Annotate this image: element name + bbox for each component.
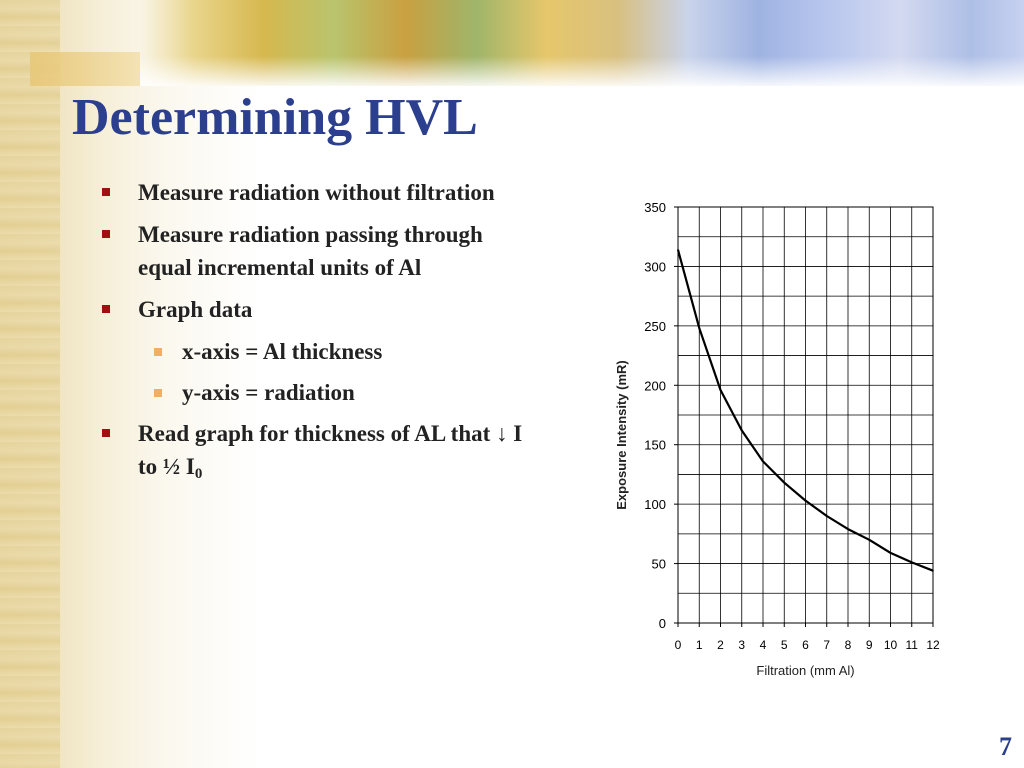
x-tick-label: 6 [802, 638, 809, 652]
banner-fade [140, 56, 1024, 86]
banner-accent-block [30, 52, 140, 86]
data-point [932, 569, 934, 572]
bullet-text: Measure radiation passing through equal … [138, 222, 483, 280]
y-tick-label: 300 [644, 259, 666, 274]
square-sub-bullet-icon [154, 389, 162, 397]
square-bullet-icon [102, 305, 110, 313]
y-axis-label: Exposure Intensity (mR) [614, 360, 629, 510]
x-tick-label: 5 [781, 638, 788, 652]
sub-bullet-item: y-axis = radiation [100, 376, 540, 409]
square-bullet-icon [102, 188, 110, 196]
bullet-text-middle: I to ½ I [138, 421, 523, 479]
data-point [868, 539, 871, 541]
bullet-item: Measure radiation without filtration [100, 176, 540, 209]
x-tick-label: 7 [823, 638, 830, 652]
bullet-list: Measure radiation without filtration Mea… [100, 176, 540, 500]
data-point [677, 248, 679, 251]
bullet-text: Graph data [138, 297, 253, 322]
y-tick-label: 0 [659, 616, 666, 631]
data-point [847, 528, 849, 530]
subscript-zero: 0 [194, 466, 203, 482]
bullet-text-start: Read graph for thickness of AL that [138, 421, 497, 446]
y-tick-label: 150 [644, 438, 666, 453]
y-tick-label: 350 [644, 200, 666, 215]
data-point [804, 499, 807, 502]
x-tick-label: 4 [760, 638, 767, 652]
x-tick-label: 10 [884, 638, 898, 652]
bullet-item: Measure radiation passing through equal … [100, 218, 540, 284]
sub-bullet-text: x-axis = Al thickness [182, 339, 383, 364]
x-tick-label: 1 [696, 638, 703, 652]
y-tick-label: 50 [652, 557, 666, 572]
bullet-text: Read graph for thickness of AL that ↓ I … [138, 421, 523, 482]
y-tick-label: 200 [644, 378, 666, 393]
data-point [889, 552, 892, 554]
x-tick-label: 12 [926, 638, 940, 652]
y-axis-ticks: 0 50 100 150 200 250 300 350 [644, 200, 678, 631]
down-arrow-icon: ↓ [496, 421, 508, 446]
background-texture [0, 0, 60, 768]
data-point [762, 460, 764, 463]
sub-bullet-item: x-axis = Al thickness [100, 335, 540, 368]
bullet-item: Graph data [100, 293, 540, 326]
x-tick-label: 9 [866, 638, 873, 652]
page-number: 7 [999, 732, 1012, 761]
x-tick-label: 3 [738, 638, 745, 652]
data-point [719, 389, 722, 391]
x-tick-label: 2 [717, 638, 724, 652]
x-tick-label: 11 [906, 638, 919, 652]
data-point [783, 481, 786, 484]
sub-bullet-text: y-axis = radiation [182, 380, 355, 405]
data-point [825, 515, 828, 517]
chart-series [676, 248, 934, 572]
bullet-item: Read graph for thickness of AL that ↓ I … [100, 417, 540, 491]
slide-title: Determining HVL [72, 89, 478, 146]
square-bullet-icon [102, 429, 110, 437]
data-point [910, 561, 913, 564]
x-tick-label: 8 [845, 638, 852, 652]
data-point [698, 327, 701, 330]
x-axis-label: Filtration (mm Al) [756, 663, 854, 678]
y-tick-label: 250 [644, 319, 666, 334]
x-tick-label: 0 [675, 638, 682, 652]
y-tick-label: 100 [644, 497, 666, 512]
chart-grid [677, 206, 934, 624]
x-axis-ticks: 0 1 2 3 4 5 6 7 8 9 10 11 12 [675, 623, 940, 652]
square-sub-bullet-icon [154, 348, 162, 356]
bullet-text: Measure radiation without filtration [138, 180, 495, 205]
square-bullet-icon [102, 230, 110, 238]
data-point [740, 429, 743, 432]
